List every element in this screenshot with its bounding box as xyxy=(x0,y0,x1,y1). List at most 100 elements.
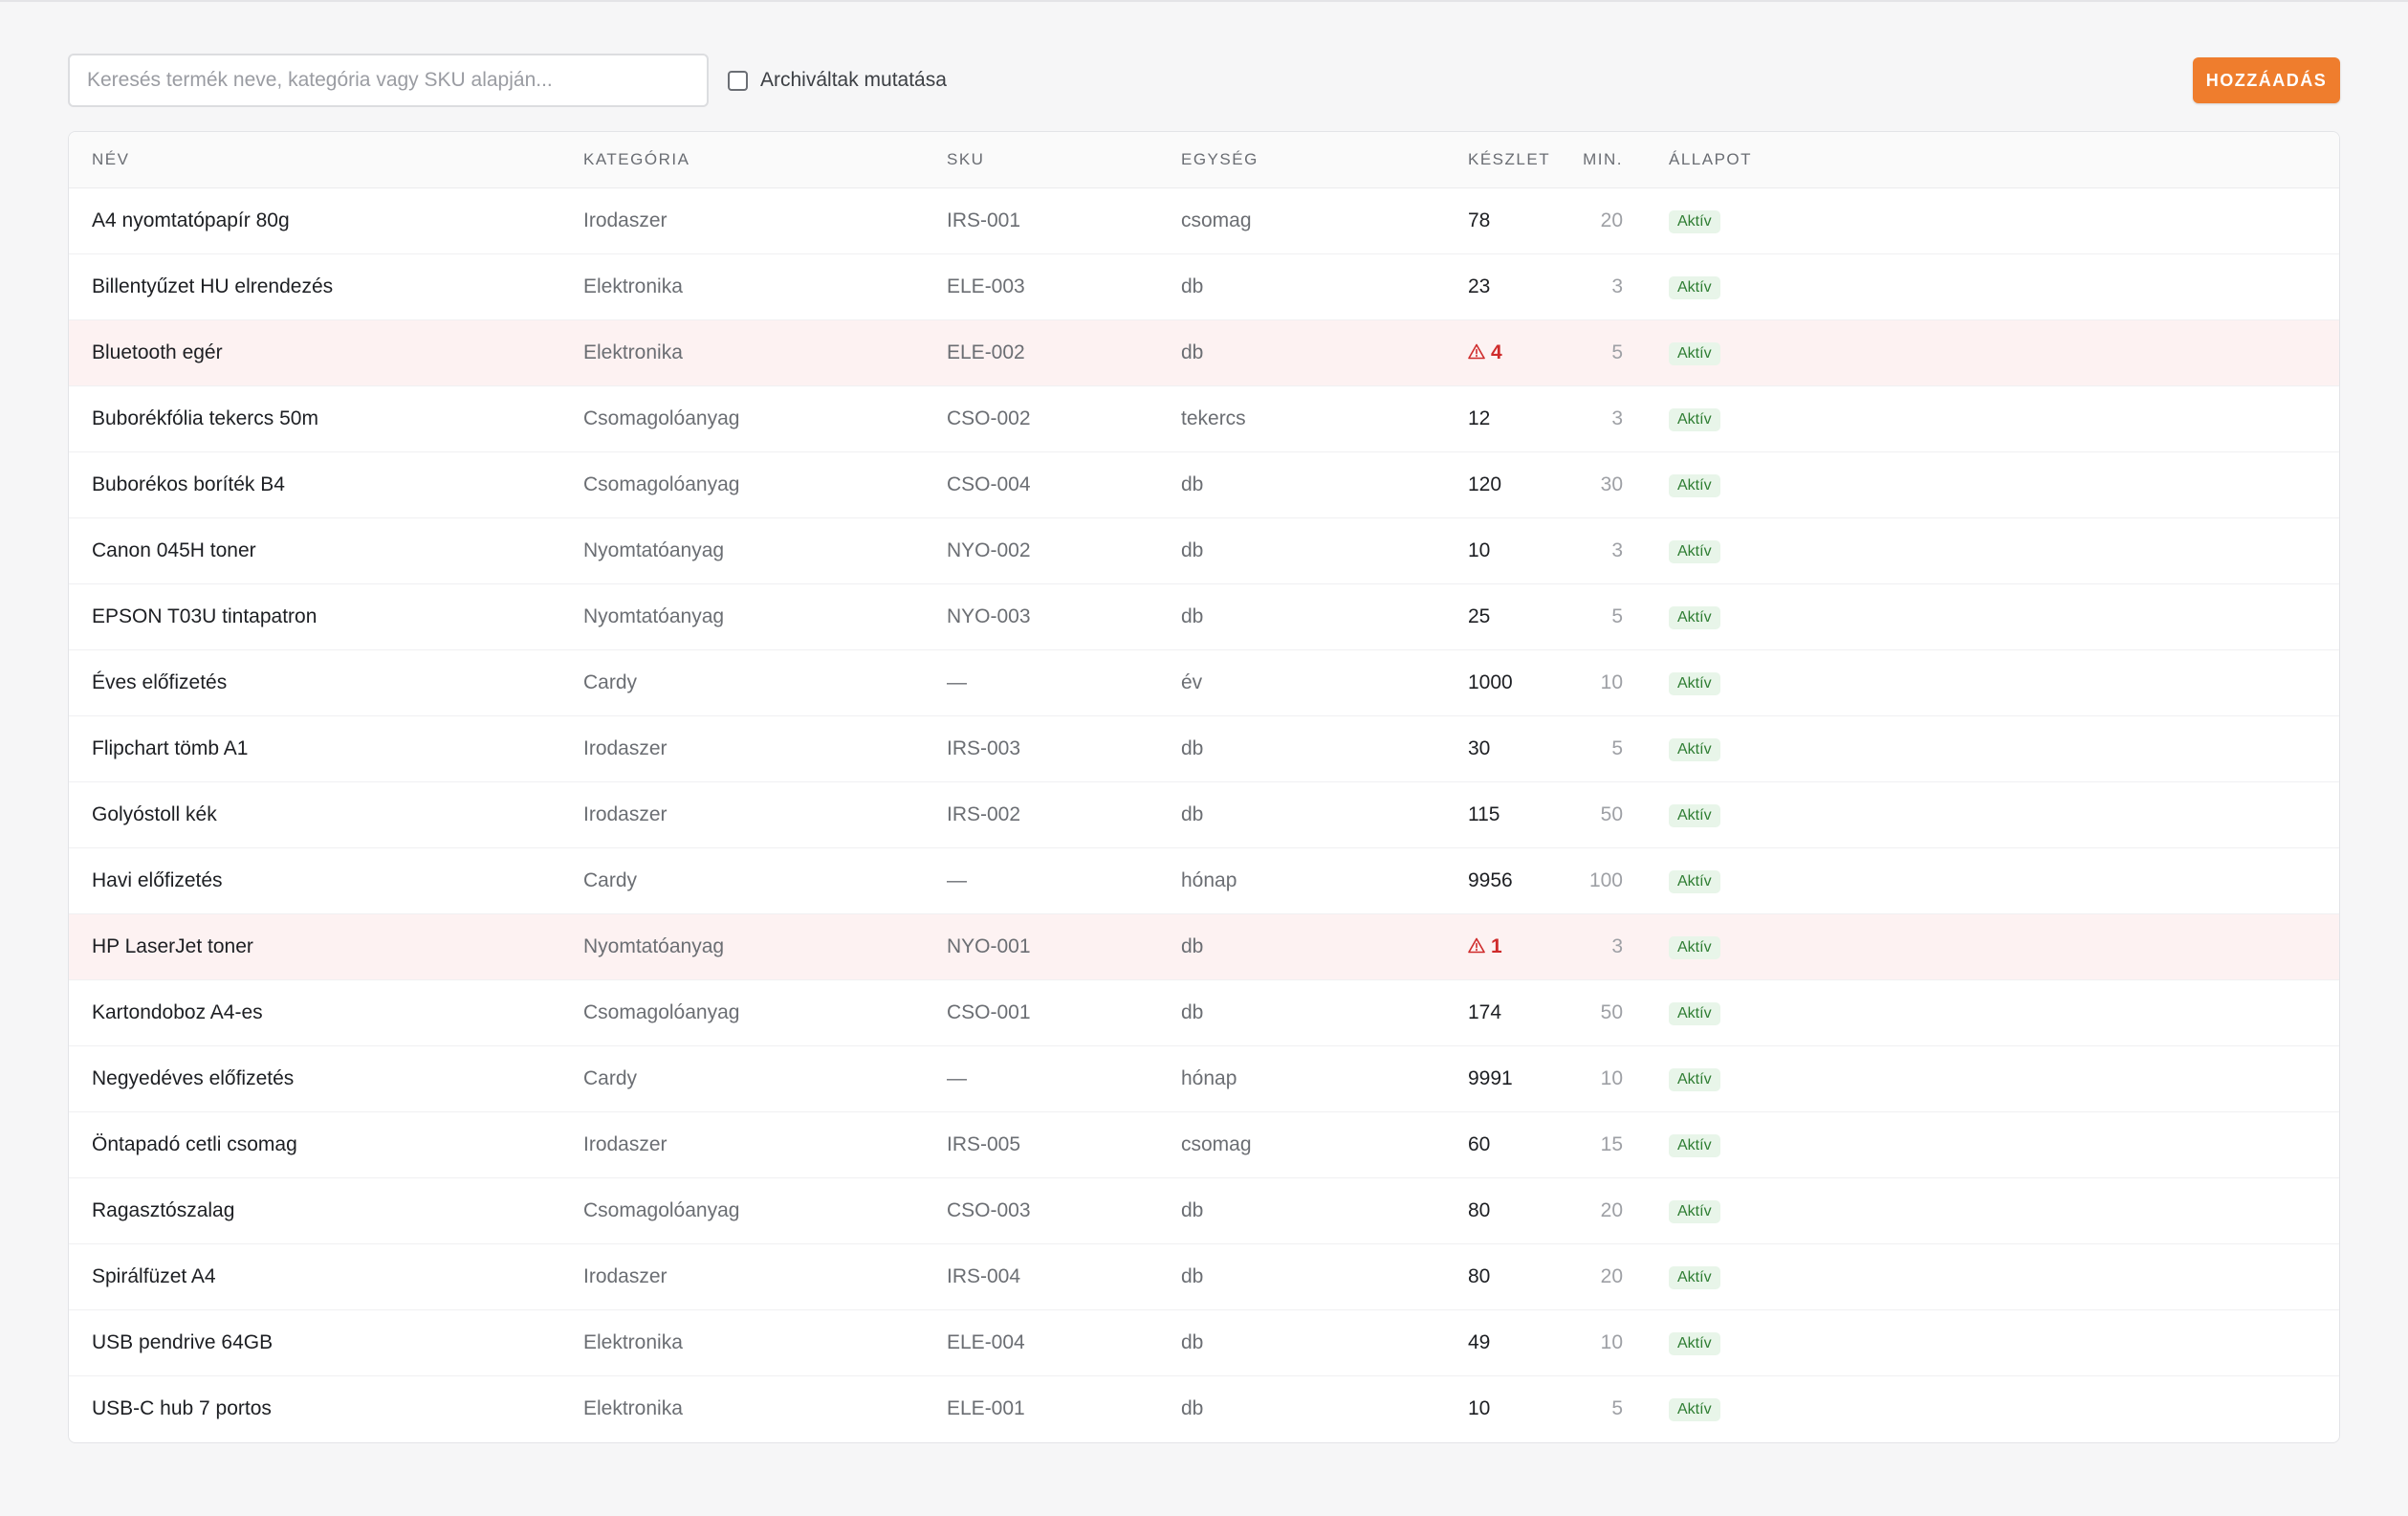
min-stock-value: 20 xyxy=(1469,1177,1623,1244)
status-cell: Aktív xyxy=(1669,979,2339,1046)
add-button[interactable]: HOZZÁADÁS xyxy=(2193,57,2340,103)
stock-cell: 174 xyxy=(1468,979,1501,1046)
product-unit: db xyxy=(1181,913,1468,980)
min-stock-value: 3 xyxy=(1469,913,1623,980)
product-name: Spirálfüzet A4 xyxy=(69,1243,583,1310)
product-name: Negyedéves előfizetés xyxy=(69,1045,583,1112)
product-name: A4 nyomtatópapír 80g xyxy=(69,187,583,254)
table-row[interactable]: Buborékos boríték B4 Csomagolóanyag CSO-00… xyxy=(69,451,2339,518)
table-row[interactable]: Éves előfizetés Cardy — év 1000 10 Aktív xyxy=(69,649,2339,716)
column-header-status[interactable]: ÁLLAPOT xyxy=(1669,132,2339,188)
min-stock-value: 10 xyxy=(1469,1309,1623,1376)
column-spacer xyxy=(1623,1309,1669,1376)
status-badge: Aktív xyxy=(1669,1199,1720,1223)
stock-cell: 78 xyxy=(1468,187,1490,254)
table-row[interactable]: Havi előfizetés Cardy — hónap 9956 100 Aktív xyxy=(69,847,2339,914)
status-badge: Aktív xyxy=(1669,473,1720,497)
column-header-category[interactable]: KATEGÓRIA xyxy=(583,132,947,188)
status-cell: Aktív xyxy=(1669,253,2339,320)
product-sku: — xyxy=(947,649,1181,716)
show-archived-toggle[interactable]: Archiváltak mutatása xyxy=(728,54,947,107)
status-badge: Aktív xyxy=(1669,209,1720,233)
product-unit: db xyxy=(1181,1309,1468,1376)
column-header-stock[interactable]: KÉSZLET xyxy=(1468,132,1549,188)
status-badge: Aktív xyxy=(1669,407,1720,431)
stock-cell: 9956 xyxy=(1468,847,1513,914)
table-row[interactable]: Canon 045H toner Nyomtatóanyag NYO-002 db 10… xyxy=(69,517,2339,584)
table-row[interactable]: USB pendrive 64GB Elektronika ELE-004 db 49 1… xyxy=(69,1309,2339,1376)
status-cell: Aktív xyxy=(1669,385,2339,452)
product-sku: IRS-003 xyxy=(947,715,1181,782)
column-spacer xyxy=(1623,1111,1669,1178)
product-unit: db xyxy=(1181,781,1468,848)
table-row[interactable]: EPSON T03U tintapatron Nyomtatóanyag NYO-0… xyxy=(69,583,2339,650)
search-input[interactable] xyxy=(68,54,709,107)
product-unit: db xyxy=(1181,1177,1468,1244)
product-category: Irodaszer xyxy=(583,187,947,254)
column-spacer xyxy=(1623,649,1669,716)
table-row[interactable]: Ragasztószalag Csomagolóanyag CSO-003 db 80 2… xyxy=(69,1177,2339,1244)
table-row[interactable]: A4 nyomtatópapír 80g Irodaszer IRS-001 csom… xyxy=(69,187,2339,254)
product-unit: db xyxy=(1181,715,1468,782)
product-category: Csomagolóanyag xyxy=(583,385,947,452)
table-row[interactable]: Negyedéves előfizetés Cardy — hónap 9991 10 Ak… xyxy=(69,1045,2339,1112)
product-unit: év xyxy=(1181,649,1468,716)
product-name: Ragasztószalag xyxy=(69,1177,583,1244)
stock-cell: 60 xyxy=(1468,1111,1490,1178)
top-divider xyxy=(0,0,2408,2)
stock-value: 120 xyxy=(1468,472,1502,495)
table-row[interactable]: HP LaserJet toner Nyomtatóanyag NYO-001 db 1… xyxy=(69,913,2339,980)
stock-cell: 10 xyxy=(1468,517,1490,584)
table-row[interactable]: Buborékfólia tekercs 50m Csomagolóanyag CS… xyxy=(69,385,2339,452)
product-unit: db xyxy=(1181,1396,1204,1419)
stock-cell: 23 xyxy=(1468,253,1490,320)
column-spacer xyxy=(1623,132,1669,188)
product-name: EPSON T03U tintapatron xyxy=(69,583,583,650)
status-badge: Aktív xyxy=(1669,803,1720,827)
min-stock-value: 5 xyxy=(1469,319,1623,386)
column-header-unit[interactable]: EGYSÉG xyxy=(1181,132,1468,188)
table-row[interactable]: Kartondoboz A4-es Csomagolóanyag CSO-001 db… xyxy=(69,979,2339,1046)
toolbar: Archiváltak mutatása HOZZÁADÁS xyxy=(68,54,2340,107)
table-row[interactable]: Golyóstoll kék Irodaszer IRS-002 db 115 50 Akt… xyxy=(69,781,2339,848)
status-badge: Aktív xyxy=(1669,1133,1720,1157)
column-header-min[interactable]: MIN. xyxy=(1469,132,1623,188)
product-sku: IRS-002 xyxy=(947,781,1181,848)
product-sku: IRS-001 xyxy=(947,187,1181,254)
column-header-name[interactable]: NÉV xyxy=(69,132,583,188)
table-row[interactable]: Billentyűzet HU elrendezés Elektronika ELE… xyxy=(69,253,2339,320)
stock-value: 9991 xyxy=(1468,1066,1513,1089)
table-row[interactable]: Spirálfüzet A4 Irodaszer IRS-004 db 80 20 Aktí… xyxy=(69,1243,2339,1310)
product-name: Éves előfizetés xyxy=(69,649,583,716)
stock-value: 25 xyxy=(1468,604,1491,627)
stock-value: 80 xyxy=(1468,1264,1491,1287)
status-badge: Aktív xyxy=(1669,1265,1720,1289)
product-sku: CSO-003 xyxy=(947,1177,1181,1244)
stock-value: 4 xyxy=(1491,341,1502,363)
min-stock-value: 30 xyxy=(1469,451,1623,518)
table-row[interactable]: Öntapadó cetli csomag Irodaszer IRS-005 cso… xyxy=(69,1111,2339,1178)
product-sku: — xyxy=(947,1045,1181,1112)
status-cell: Aktív xyxy=(1669,1309,2339,1376)
table-row[interactable]: Flipchart tömb A1 Irodaszer IRS-003 db 30 5 Ak… xyxy=(69,715,2339,782)
product-unit: db xyxy=(1181,979,1468,1046)
status-cell: Aktív xyxy=(1669,319,2339,386)
column-spacer xyxy=(1623,517,1669,584)
product-name: Billentyűzet HU elrendezés xyxy=(69,253,583,320)
table-row[interactable]: Bluetooth egér Elektronika ELE-002 db 4 5 Aktí… xyxy=(69,319,2339,386)
column-header-sku[interactable]: SKU xyxy=(947,132,1181,188)
product-category: Irodaszer xyxy=(583,1111,947,1178)
product-unit: csomag xyxy=(1181,1111,1468,1178)
product-sku: CSO-002 xyxy=(947,385,1181,452)
min-stock-value: 5 xyxy=(1469,715,1623,782)
product-unit: hónap xyxy=(1181,847,1468,914)
status-badge: Aktív xyxy=(1669,539,1720,563)
column-spacer xyxy=(1623,583,1669,650)
product-sku: ELE-004 xyxy=(947,1309,1181,1376)
show-archived-checkbox[interactable] xyxy=(728,70,748,91)
column-spacer xyxy=(1623,1045,1669,1112)
product-name: USB-C hub 7 portos xyxy=(92,1396,272,1419)
status-badge: Aktív xyxy=(1669,275,1720,299)
table-row[interactable]: USB-C hub 7 portos Elektronika ELE-001 db 10… xyxy=(69,1375,2339,1441)
product-sku: NYO-002 xyxy=(947,517,1181,584)
